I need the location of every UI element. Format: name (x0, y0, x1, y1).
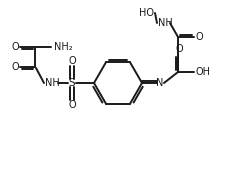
Text: NH: NH (158, 18, 172, 28)
Text: O: O (11, 62, 19, 72)
Text: NH: NH (45, 78, 59, 88)
Text: O: O (11, 42, 19, 52)
Text: O: O (68, 100, 76, 110)
Text: OH: OH (196, 67, 210, 77)
Text: N: N (156, 78, 164, 88)
Text: HO: HO (139, 8, 155, 18)
Text: O: O (175, 44, 183, 54)
Text: O: O (68, 56, 76, 66)
Text: S: S (69, 78, 75, 88)
Text: O: O (195, 32, 203, 42)
Text: NH₂: NH₂ (54, 42, 72, 52)
